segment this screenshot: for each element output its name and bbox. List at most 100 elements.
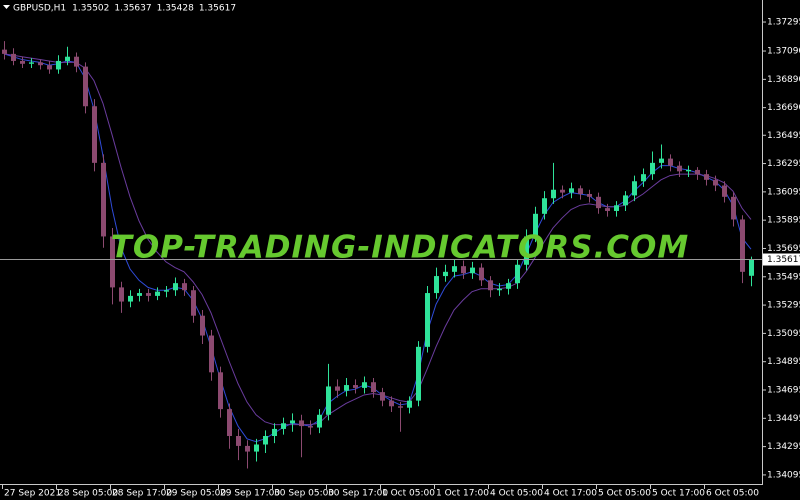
candle-body	[56, 60, 61, 70]
candle-body	[83, 66, 88, 107]
candle-body	[317, 414, 322, 428]
candle-body	[29, 62, 34, 64]
candle-body	[542, 198, 547, 214]
candle-body	[119, 287, 124, 302]
candle-body	[353, 385, 358, 388]
candle-body	[308, 426, 313, 428]
candle-body	[695, 169, 700, 175]
candle-body	[74, 56, 79, 67]
candle-body	[452, 266, 457, 272]
candle-body	[569, 188, 574, 193]
candle-body	[443, 271, 448, 277]
candles-layer	[2, 41, 754, 469]
candle-body	[155, 291, 160, 296]
x-tick-label: 28 Sep 17:00	[112, 489, 172, 499]
header-values: 1.35502 1.35637 1.35428 1.35617	[72, 4, 236, 14]
y-tick-label: 1.35695	[767, 244, 800, 254]
candle-body	[713, 179, 718, 186]
candle-body	[272, 428, 277, 437]
candle-body	[335, 386, 340, 391]
candle-body	[479, 267, 484, 281]
y-tick-label: 1.35095	[767, 329, 800, 339]
candle-body	[605, 208, 610, 211]
x-tick-label: 27 Sep 2021	[4, 489, 61, 499]
y-tick-label: 1.34295	[767, 442, 800, 452]
candle-body	[407, 400, 412, 408]
y-tick-label: 1.35495	[767, 272, 800, 282]
candle-body	[173, 283, 178, 291]
candle-body	[578, 188, 583, 194]
x-tick-label: 30 Sep 17:00	[328, 489, 388, 499]
candle-body	[227, 409, 232, 437]
candle-body	[263, 436, 268, 445]
candle-body	[686, 169, 691, 172]
y-tick-label: 1.34895	[767, 357, 800, 367]
x-tick-label: 6 Oct 05:00	[706, 489, 759, 499]
candle-body	[506, 283, 511, 289]
candle-body	[560, 189, 565, 193]
candle-body	[659, 158, 664, 163]
candle-body	[488, 280, 493, 291]
candle-body	[461, 266, 466, 274]
x-tick-label: 1 Oct 05:00	[382, 489, 435, 499]
candle-body	[344, 385, 349, 391]
candle-body	[191, 290, 196, 316]
candle-body	[254, 444, 259, 452]
current-price-label: 1.35617	[767, 255, 800, 265]
candle-body	[164, 290, 169, 292]
header-value: 1.35428	[157, 4, 194, 14]
symbol-label: GBPUSD,H1	[13, 4, 66, 14]
candle-body	[20, 60, 25, 64]
x-tick-label: 5 Oct 17:00	[652, 489, 705, 499]
candle-body	[290, 420, 295, 424]
candle-body	[218, 372, 223, 410]
candle-body	[425, 293, 430, 347]
candle-body	[200, 315, 205, 336]
x-tick-label: 5 Oct 05:00	[598, 489, 651, 499]
y-tick-label: 1.37295	[767, 18, 800, 28]
y-tick-label: 1.35295	[767, 301, 800, 311]
candle-body	[668, 158, 673, 166]
x-tick-label: 4 Oct 05:00	[490, 489, 543, 499]
y-tick-label: 1.36690	[767, 103, 800, 113]
candle-body	[47, 65, 52, 70]
candle-body	[533, 213, 538, 237]
candle-body	[515, 264, 520, 284]
y-tick-label: 1.34695	[767, 386, 800, 396]
candle-body	[434, 276, 439, 294]
candle-body	[587, 193, 592, 197]
x-tick-label: 29 Sep 17:00	[220, 489, 280, 499]
candle-body	[398, 406, 403, 408]
candle-body	[101, 162, 106, 237]
candle-body	[524, 236, 529, 265]
y-tick-label: 1.34095	[767, 470, 800, 480]
candle-body	[245, 445, 250, 452]
candle-body	[632, 181, 637, 196]
candle-body	[497, 288, 502, 291]
candle-body	[110, 236, 115, 288]
candle-body	[731, 196, 736, 220]
candle-body	[236, 436, 241, 446]
candle-body	[11, 53, 16, 61]
current-price-box	[763, 253, 800, 266]
candle-body	[299, 420, 304, 427]
menu-arrow[interactable]	[3, 5, 10, 9]
candle-body	[146, 293, 151, 296]
candle-body	[371, 382, 376, 393]
candle-body	[416, 346, 421, 401]
candle-body	[281, 423, 286, 429]
candle-body	[38, 62, 43, 66]
y-tick-label: 1.36295	[767, 159, 800, 169]
candle-body	[182, 283, 187, 291]
candle-body	[2, 49, 7, 54]
x-tick-label: 1 Oct 17:00	[436, 489, 489, 499]
candle-body	[596, 196, 601, 209]
y-tick-label: 1.36890	[767, 75, 800, 85]
candle-body	[722, 185, 727, 197]
candle-body	[677, 165, 682, 172]
candle-body	[380, 392, 385, 401]
candle-body	[137, 293, 142, 296]
y-tick-label: 1.36095	[767, 187, 800, 197]
